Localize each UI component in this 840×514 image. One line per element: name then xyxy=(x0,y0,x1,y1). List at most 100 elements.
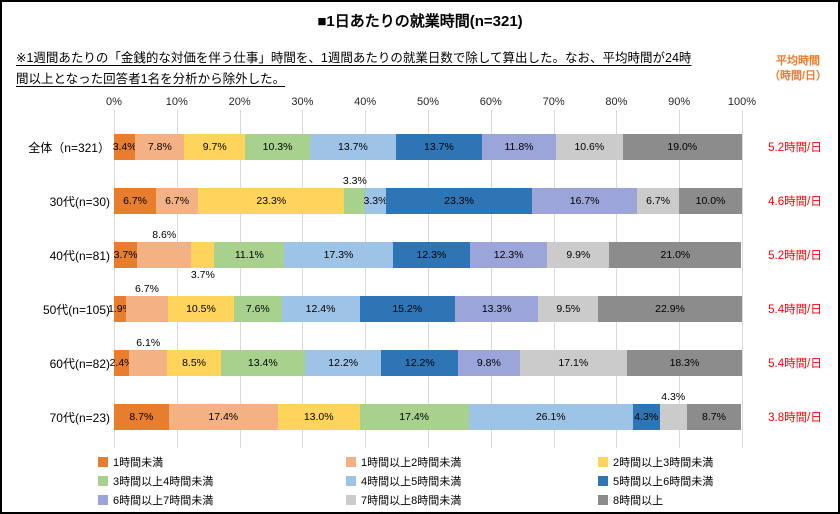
bar-segment xyxy=(129,350,168,376)
bar-segment: 17.3% xyxy=(284,242,393,268)
bar-segment xyxy=(659,404,687,430)
gridline xyxy=(679,110,681,448)
segment-label-above: 8.6% xyxy=(152,229,177,241)
legend-swatch-icon xyxy=(346,495,356,505)
x-axis-tick-label: 0% xyxy=(106,96,122,108)
bar-segment: 9.9% xyxy=(547,242,610,268)
legend-item: 8時間以上 xyxy=(598,492,758,508)
bar-segment: 13.4% xyxy=(220,350,305,376)
segment-label: 6.7% xyxy=(123,195,147,207)
legend-item: 6時間以上7時間未満 xyxy=(98,492,346,508)
x-axis-tick-label: 20% xyxy=(228,96,251,108)
segment-label: 6.7% xyxy=(646,195,671,207)
category-label: 40代(n=81) xyxy=(49,249,110,263)
segment-label: 7.8% xyxy=(147,141,172,153)
bar-row: 30代(n=30) 3.3% 6.7% 6.7% 23.3% 3.3% 23.3% 16.7%… xyxy=(50,174,822,228)
bar-segment: 10.0% xyxy=(679,188,742,214)
segment-label: 13.3% xyxy=(481,303,512,315)
bar-segment: 8.7% xyxy=(686,404,742,430)
segment-label: 12.2% xyxy=(404,357,435,369)
bar-segment xyxy=(125,296,168,322)
x-axis-tick-label: 70% xyxy=(542,96,565,108)
segment-label: 18.3% xyxy=(669,357,700,369)
bar-segment: 23.3% xyxy=(198,188,345,214)
segment-label: 10.6% xyxy=(574,141,605,153)
segment-label: 16.7% xyxy=(569,195,600,207)
gridline xyxy=(490,110,492,448)
bar-segment: 9.8% xyxy=(458,350,520,376)
plot-area: 全体（n=321） 3.4% 7.8% 9.7% 10.3% 13.7% 13.7% 11.8… xyxy=(28,120,822,444)
gridline xyxy=(114,110,115,448)
bar-row: 70代(n=23) 4.3% 8.7% 17.4% 13.0% 17.4% 26.1% 4.3… xyxy=(50,390,822,444)
gridline xyxy=(365,110,367,448)
segment-label: 7.6% xyxy=(245,303,270,315)
bar-segment: 9.5% xyxy=(538,296,599,322)
segment-label: 4.3% xyxy=(634,411,659,423)
stacked-bar: 6.7% 6.7% 23.3% 3.3% 23.3% 16.7% 6.7% 10.0% xyxy=(114,188,742,214)
legend-item: 7時間以上8時間未満 xyxy=(346,492,598,508)
gridline xyxy=(616,110,618,448)
legend-swatch-icon xyxy=(346,457,356,467)
segment-label-below: 3.7% xyxy=(190,269,215,281)
bar-segment: 8.7% xyxy=(114,404,169,430)
bar-segment: 17.4% xyxy=(359,404,469,430)
bar-segment: 10.6% xyxy=(556,134,623,160)
segment-label: 13.7% xyxy=(338,141,368,153)
segment-label: 13.0% xyxy=(303,411,334,423)
segment-label: 13.7% xyxy=(424,141,454,153)
bar-row: 40代(n=81) 8.6% 3.7% 3.7% 11.1% 17.3% 12.3% 12.3… xyxy=(50,228,822,282)
segment-label: 9.7% xyxy=(202,141,227,153)
average-value: 5.4時間/日 xyxy=(768,358,822,370)
average-value: 5.2時間/日 xyxy=(768,142,822,154)
bar-segment: 15.2% xyxy=(359,296,455,322)
segment-label: 23.3% xyxy=(256,195,287,207)
bar-segment: 1.9% xyxy=(108,296,132,322)
legend-item: 4時間以上5時間未満 xyxy=(346,473,598,489)
segment-label: 23.3% xyxy=(444,195,474,207)
segment-label: 9.5% xyxy=(556,303,581,315)
segment-label: 10.3% xyxy=(262,141,293,153)
stacked-bar: 2.4% 8.5% 13.4% 12.2% 12.2% 9.8% 17.1% 18.3% xyxy=(110,350,742,376)
legend-item: 1時間未満 xyxy=(98,454,346,470)
bar-segment: 12.2% xyxy=(304,350,382,376)
bar-segment: 21.0% xyxy=(609,242,742,268)
bar-segment: 18.3% xyxy=(627,350,742,376)
bar-segment: 22.9% xyxy=(598,296,742,322)
segment-label: 3.4% xyxy=(112,141,137,153)
bar-segment: 6.7% xyxy=(114,188,157,214)
segment-label-above: 6.7% xyxy=(135,283,159,295)
gridline xyxy=(239,110,241,448)
gridline xyxy=(428,110,429,448)
legend-swatch-icon xyxy=(98,457,108,467)
legend-swatch-icon xyxy=(598,495,608,505)
segment-label: 9.9% xyxy=(566,249,591,261)
legend-swatch-icon xyxy=(346,476,356,486)
bar-segment: 9.7% xyxy=(184,134,246,160)
legend-label: 5時間以上6時間未満 xyxy=(613,476,714,488)
stacked-bar: 3.4% 7.8% 9.7% 10.3% 13.7% 13.7% 11.8% 10.6% 19.… xyxy=(112,134,742,160)
segment-label: 11.1% xyxy=(234,249,264,261)
x-axis-tick-label: 30% xyxy=(291,96,314,108)
average-header-line-1: 平均時間 xyxy=(776,55,820,67)
legend-label: 6時間以上7時間未満 xyxy=(113,495,214,507)
legend: 1時間未満 1時間以上2時間未満 2時間以上3時間未満 3時間以上4時間未満 4時間以上… xyxy=(98,454,758,508)
segment-label: 26.1% xyxy=(535,411,566,423)
average-value: 5.2時間/日 xyxy=(768,250,822,262)
legend-item: 5時間以上6時間未満 xyxy=(598,473,758,489)
bar-segment: 13.7% xyxy=(395,134,482,160)
bar-segment: 17.4% xyxy=(168,404,278,430)
average-value: 5.4時間/日 xyxy=(768,304,822,316)
legend-label: 8時間以上 xyxy=(613,495,664,507)
bar-segment: 11.8% xyxy=(481,134,557,160)
legend-swatch-icon xyxy=(598,457,608,467)
bar-row: 50代(n=105) 6.7% 1.9% 10.5% 7.6% 12.4% 15.2% 13.… xyxy=(43,282,822,336)
bar-segment xyxy=(344,188,366,214)
legend-label: 1時間未満 xyxy=(113,457,164,469)
segment-label: 15.2% xyxy=(392,303,423,315)
segment-label: 17.3% xyxy=(323,249,354,261)
legend-label: 2時間以上3時間未満 xyxy=(613,457,714,469)
x-axis-tick-label: 100% xyxy=(727,96,757,108)
gridline xyxy=(302,110,304,448)
segment-label: 12.4% xyxy=(305,303,336,315)
